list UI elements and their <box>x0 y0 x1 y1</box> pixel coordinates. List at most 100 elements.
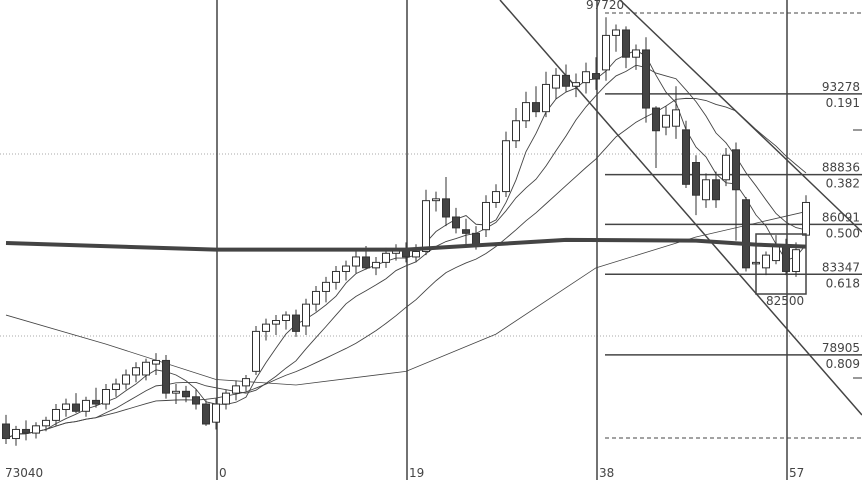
candle-body <box>352 256 360 267</box>
candle-body <box>692 162 700 196</box>
candle-body <box>172 390 180 394</box>
fibonacci-ratio-label: 0.382 <box>826 177 860 191</box>
candle-body <box>312 290 320 305</box>
candle <box>332 266 340 290</box>
candle <box>462 218 470 245</box>
candle-body <box>802 201 810 236</box>
candle-body <box>102 389 110 405</box>
candle-body <box>342 265 350 272</box>
candle-body <box>242 378 250 387</box>
candle-body <box>322 281 330 292</box>
candle <box>442 177 450 227</box>
high-price-label: 97720 <box>586 0 624 12</box>
candle-body <box>132 367 140 376</box>
candle-body <box>62 403 70 410</box>
candle-body <box>602 34 610 71</box>
candle-body <box>192 396 200 405</box>
candle <box>522 91 530 129</box>
fibonacci-ratio-label: 0.191 <box>826 96 860 110</box>
candle-body <box>42 419 50 427</box>
x-tick-label: 0 <box>219 466 227 480</box>
candle-body <box>562 74 570 87</box>
candle-body <box>232 385 240 394</box>
candle-body <box>512 120 520 142</box>
candle-body <box>302 303 310 327</box>
candle-body <box>712 179 720 201</box>
candle <box>82 396 90 417</box>
candle-body <box>142 361 150 376</box>
candle <box>282 311 290 330</box>
candle <box>622 26 630 69</box>
candle <box>62 398 70 417</box>
candle <box>532 86 540 118</box>
candle <box>742 197 750 272</box>
candle-body <box>782 244 790 272</box>
candle-body <box>212 403 220 423</box>
candle-body <box>572 82 580 87</box>
candle-body <box>22 428 30 434</box>
candle <box>762 251 770 276</box>
candle <box>432 191 440 212</box>
candle-body <box>592 73 600 80</box>
candle-body <box>482 201 490 231</box>
fibonacci-ratio-label: 0.618 <box>826 276 860 290</box>
candle-body <box>222 392 230 405</box>
candle-body <box>502 140 510 193</box>
candle-body <box>762 254 770 269</box>
candle-body <box>682 129 690 185</box>
candle <box>22 420 30 441</box>
candle-body <box>362 256 370 269</box>
candle <box>552 68 560 99</box>
candle <box>2 414 10 444</box>
candle <box>252 325 260 375</box>
fibonacci-price-label: 83347 <box>822 260 860 274</box>
candle-body <box>122 374 130 385</box>
x-tick-label: 57 <box>789 466 804 480</box>
candle <box>172 384 180 405</box>
candle-body <box>382 252 390 263</box>
long-moving-average-thin <box>5 211 807 386</box>
candle-body <box>182 390 190 398</box>
candle-body <box>552 74 560 89</box>
candle <box>292 309 300 337</box>
x-tick-label: 19 <box>409 466 424 480</box>
candle <box>132 362 140 383</box>
candle-body <box>432 198 440 202</box>
candle <box>192 389 200 410</box>
x-tick-label: 38 <box>599 466 614 480</box>
candle <box>592 57 600 90</box>
candle-body <box>12 428 20 440</box>
consolidation-box <box>755 233 807 295</box>
candle-body <box>112 383 120 391</box>
candle-body <box>412 250 420 258</box>
candle-body <box>82 399 90 412</box>
candle <box>712 171 720 208</box>
candle <box>312 285 320 312</box>
candle <box>562 64 570 92</box>
candle <box>692 155 700 216</box>
candle <box>482 195 490 237</box>
candle <box>352 251 360 274</box>
candle <box>672 86 680 139</box>
candle <box>732 142 740 241</box>
candle-body <box>272 320 280 325</box>
candle <box>152 353 160 375</box>
candle-body <box>742 199 750 269</box>
candle-body <box>702 179 710 201</box>
candle <box>262 318 270 341</box>
candle <box>32 422 40 439</box>
candle <box>492 184 500 208</box>
candle <box>602 17 610 81</box>
candle-body <box>282 314 290 322</box>
candle <box>702 173 710 208</box>
candle-body <box>262 323 270 332</box>
candle-body <box>492 191 500 203</box>
candle-body <box>542 83 550 113</box>
candle-body <box>52 408 60 421</box>
candle <box>122 369 130 390</box>
candle-body <box>372 261 380 269</box>
candle-body <box>472 232 480 245</box>
candle <box>642 37 650 123</box>
candle <box>502 131 510 198</box>
